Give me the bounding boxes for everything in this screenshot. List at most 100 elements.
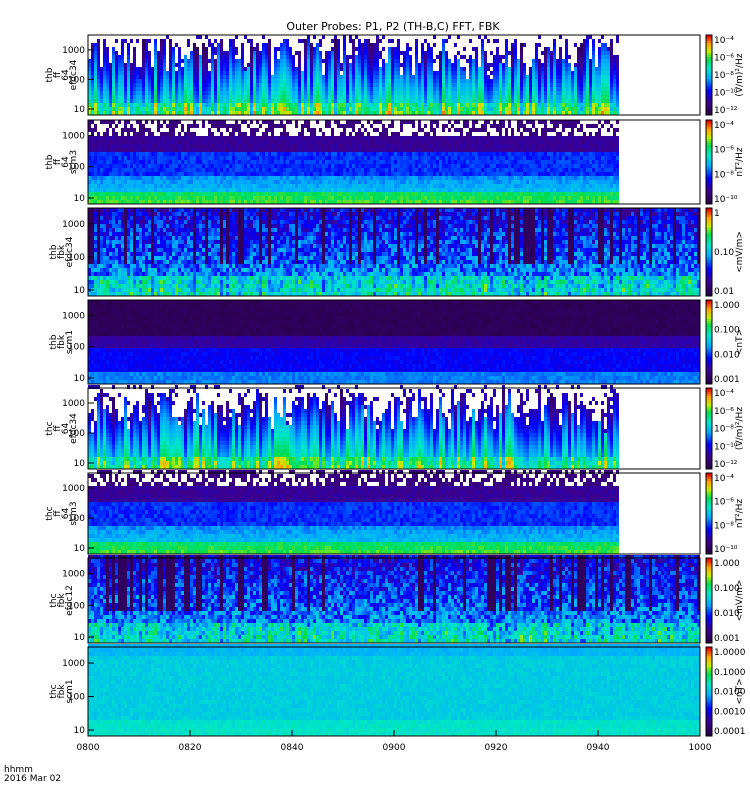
- spectrogram-cell: [295, 79, 298, 83]
- spectrogram-cell: [199, 188, 202, 192]
- spectrogram-cell: [259, 59, 262, 63]
- spectrogram-cell: [451, 63, 454, 67]
- spectrogram-cell: [538, 71, 541, 75]
- spectrogram-cell: [322, 192, 325, 196]
- spectrogram-cell: [310, 47, 313, 51]
- colorbar-step: [706, 35, 712, 38]
- spectrogram-cell: [133, 148, 136, 152]
- spectrogram-cell: [163, 136, 166, 140]
- spectrogram-cell: [259, 87, 262, 91]
- spectrogram-cell: [367, 51, 370, 55]
- spectrogram-cell: [304, 67, 307, 71]
- spectrogram-cell: [91, 148, 94, 152]
- spectrogram-cell: [292, 71, 295, 75]
- spectrogram-cell: [241, 120, 244, 124]
- spectrogram-cell: [499, 75, 502, 79]
- spectrogram-cell: [490, 71, 493, 75]
- spectrogram-cell: [193, 168, 196, 172]
- spectrogram-cell: [145, 132, 148, 136]
- spectrogram-cell: [163, 140, 166, 144]
- spectrogram-cell: [163, 164, 166, 168]
- spectrogram-cell: [469, 87, 472, 91]
- spectrogram-cell: [217, 200, 220, 204]
- spectrogram-cell: [136, 83, 139, 87]
- spectrogram-cell: [610, 99, 613, 103]
- spectrogram-cell: [574, 67, 577, 71]
- spectrogram-cell: [100, 124, 103, 128]
- spectrogram-cell: [265, 63, 268, 67]
- spectrogram-cell: [142, 132, 145, 136]
- spectrogram-cell: [316, 152, 319, 156]
- spectrogram-cell: [289, 152, 292, 156]
- spectrogram-cell: [268, 95, 271, 99]
- spectrogram-cell: [376, 192, 379, 196]
- spectrogram-cell: [340, 107, 343, 111]
- spectrogram-cell: [175, 87, 178, 91]
- spectrogram-cell: [112, 47, 115, 51]
- spectrogram-cell: [550, 107, 553, 111]
- spectrogram-cell: [601, 83, 604, 87]
- spectrogram-cell: [280, 75, 283, 79]
- spectrogram-cell: [142, 47, 145, 51]
- spectrogram-cell: [193, 160, 196, 164]
- spectrogram-cell: [313, 176, 316, 180]
- spectrogram-cell: [268, 71, 271, 75]
- spectrogram-cell: [511, 43, 514, 47]
- spectrogram-cell: [154, 188, 157, 192]
- spectrogram-cell: [553, 91, 556, 95]
- spectrogram-cell: [358, 128, 361, 132]
- spectrogram-cell: [124, 107, 127, 111]
- spectrogram-cell: [181, 184, 184, 188]
- spectrogram-cell: [430, 111, 433, 115]
- spectrogram-cell: [274, 59, 277, 63]
- spectrogram-cell: [391, 47, 394, 51]
- spectrogram-cell: [505, 71, 508, 75]
- spectrogram-cell: [343, 75, 346, 79]
- spectrogram-cell: [430, 71, 433, 75]
- spectrogram-cell: [337, 75, 340, 79]
- spectrogram-cell: [127, 79, 130, 83]
- spectrogram-cell: [529, 111, 532, 115]
- spectrogram-cell: [376, 140, 379, 144]
- spectrogram-cell: [175, 160, 178, 164]
- spectrogram-cell: [358, 172, 361, 176]
- spectrogram-cell: [163, 51, 166, 55]
- spectrogram-cell: [166, 156, 169, 160]
- spectrogram-cell: [607, 75, 610, 79]
- spectrogram-cell: [277, 87, 280, 91]
- spectrogram-cell: [223, 55, 226, 59]
- spectrogram-cell: [562, 79, 565, 83]
- spectrogram-cell: [613, 91, 616, 95]
- spectrogram-cell: [175, 111, 178, 115]
- spectrogram-cell: [346, 87, 349, 91]
- spectrogram-cell: [316, 103, 319, 107]
- spectrogram-cell: [217, 67, 220, 71]
- spectrogram-cell: [139, 156, 142, 160]
- spectrogram-cell: [292, 59, 295, 63]
- spectrogram-cell: [148, 172, 151, 176]
- spectrogram-cell: [283, 132, 286, 136]
- spectrogram-cell: [463, 87, 466, 91]
- spectrogram-cell: [232, 87, 235, 91]
- spectrogram-cell: [190, 79, 193, 83]
- spectrogram-cell: [451, 111, 454, 115]
- spectrogram-cell: [187, 164, 190, 168]
- spectrogram-cell: [406, 111, 409, 115]
- spectrogram-cell: [223, 124, 226, 128]
- spectrogram-cell: [604, 71, 607, 75]
- spectrogram-cell: [181, 95, 184, 99]
- spectrogram-cell: [490, 95, 493, 99]
- spectrogram-cell: [319, 140, 322, 144]
- spectrogram-cell: [160, 192, 163, 196]
- spectrogram-cell: [154, 144, 157, 148]
- spectrogram-cell: [232, 132, 235, 136]
- spectrogram-cell: [196, 83, 199, 87]
- spectrogram-cell: [247, 107, 250, 111]
- colorbar-frame: [705, 34, 713, 116]
- spectrogram-cell: [133, 120, 136, 124]
- spectrogram-cell: [280, 196, 283, 200]
- spectrogram-cell: [160, 188, 163, 192]
- spectrogram-cell: [328, 160, 331, 164]
- spectrogram-cell: [166, 196, 169, 200]
- spectrogram-cell: [547, 95, 550, 99]
